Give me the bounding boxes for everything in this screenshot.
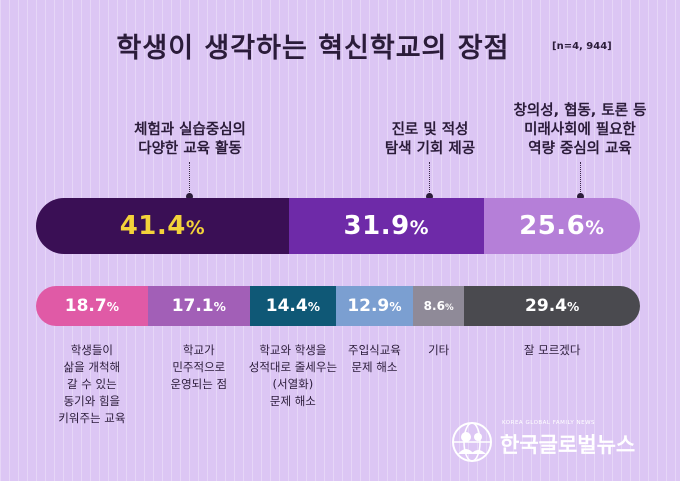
segment-description: 잘 모르겠다 xyxy=(464,342,640,359)
logo-name: 한국글로벌뉴스 xyxy=(500,433,636,457)
description-line: 운영되는 점 xyxy=(170,377,228,391)
description-line: 학생들이 xyxy=(70,343,114,357)
callout-line: 창의성, 협동, 토론 등 xyxy=(513,103,647,119)
bar-value-label: 8.6% xyxy=(423,299,454,313)
bar-segment-top-1: 31.9% xyxy=(288,198,484,254)
bar-value-label: 14.4% xyxy=(265,296,320,316)
description-line: 갈 수 있는 xyxy=(67,377,117,391)
leader-line-0 xyxy=(189,162,190,194)
sample-size-note: [n=4, 944] xyxy=(552,41,612,52)
bar-segment-bottom-0: 18.7% xyxy=(36,286,148,326)
description-line: 문제 해소 xyxy=(269,394,316,408)
bar-value-label: 18.7% xyxy=(64,296,119,316)
stacked-bar-bottom: 18.7% 17.1% 14.4% 12.9% 8.6% 29.4% xyxy=(36,286,640,326)
bar-value-label: 12.9% xyxy=(347,296,402,316)
bar-segment-bottom-2: 14.4% xyxy=(249,286,336,326)
leader-line-1 xyxy=(429,162,430,194)
bar-segment-top-0: 41.4% xyxy=(36,198,289,254)
bar-value-label: 25.6% xyxy=(519,211,605,241)
bar-value-label: 17.1% xyxy=(171,296,226,316)
description-line: 성적대로 줄세우는 xyxy=(248,360,338,374)
bar-value-label: 29.4% xyxy=(525,296,580,316)
description-line: 키워주는 교육 xyxy=(58,411,126,425)
description-line: 기타 xyxy=(428,343,450,357)
leader-dot-0 xyxy=(186,193,193,200)
publisher-logo: KOREA GLOBAL FAMILY NEWS 한국글로벌뉴스 xyxy=(450,420,660,464)
bar-segment-bottom-1: 17.1% xyxy=(147,286,250,326)
segment-description: 기타 xyxy=(389,342,489,359)
leader-line-2 xyxy=(580,162,581,194)
description-line: 잘 모르겠다 xyxy=(523,343,581,357)
description-line: 문제 해소 xyxy=(351,360,398,374)
bar-segment-bottom-4: 8.6% xyxy=(412,286,465,326)
description-line: 주입식교육 xyxy=(347,343,401,357)
callout-line: 미래사회에 필요한 xyxy=(524,122,636,138)
globe-person-icon xyxy=(452,422,492,462)
callout-line: 진로 및 적성 xyxy=(391,122,469,138)
logo-subtitle: KOREA GLOBAL FAMILY NEWS xyxy=(502,420,595,426)
bar-segment-top-2: 25.6% xyxy=(483,198,640,254)
description-line: 학교가 xyxy=(182,343,215,357)
bar-value-label: 31.9% xyxy=(343,211,429,241)
callout-line: 체험과 실습중심의 xyxy=(134,122,246,138)
bar-value-label: 41.4% xyxy=(119,211,206,241)
callout-line: 탐색 기회 제공 xyxy=(384,141,476,157)
chart-title: 학생이 생각하는 혁신학교의 장점 xyxy=(116,33,510,64)
description-line: 민주적으로 xyxy=(172,360,226,374)
description-line: 동기와 힘을 xyxy=(63,394,121,408)
stacked-bar-top: 41.4% 31.9% 25.6% xyxy=(36,198,640,254)
leader-dot-1 xyxy=(426,193,433,200)
description-line: (서열화) xyxy=(272,377,314,391)
description-line: 학교와 학생을 xyxy=(259,343,327,357)
bar-segment-bottom-5: 29.4% xyxy=(464,286,640,326)
leader-dot-2 xyxy=(577,193,584,200)
callout-line: 다양한 교육 활동 xyxy=(138,141,242,157)
bar-segment-bottom-3: 12.9% xyxy=(335,286,413,326)
callout-line: 역량 중심의 교육 xyxy=(528,141,632,157)
description-line: 삶을 개척해 xyxy=(63,360,121,374)
